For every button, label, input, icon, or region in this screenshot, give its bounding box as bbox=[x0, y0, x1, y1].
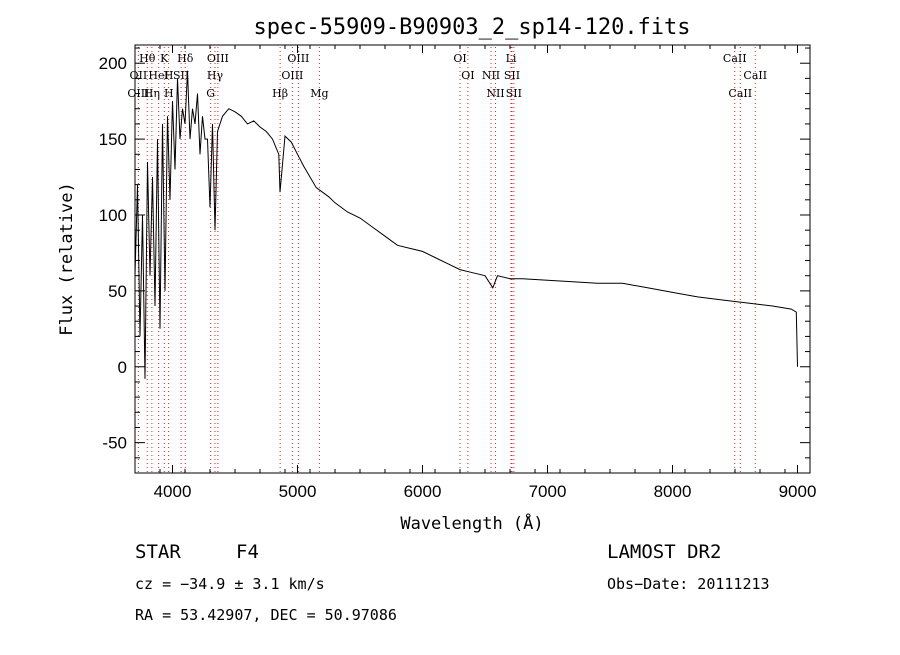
x-tick-label: 4000 bbox=[154, 482, 192, 501]
chart-title: spec-55909-B90903_2_sp14-120.fits bbox=[253, 15, 690, 40]
x-tick-label: 7000 bbox=[529, 482, 567, 501]
spectral-line-label: H bbox=[164, 87, 174, 100]
spectral-line-label: OI bbox=[461, 69, 474, 82]
spectral-line-label: OIII bbox=[281, 69, 303, 82]
y-tick-label: -50 bbox=[102, 434, 127, 453]
spectral-line-label: Hγ bbox=[207, 69, 224, 82]
y-tick-label: 150 bbox=[99, 130, 127, 149]
spectral-line-label: OIII bbox=[287, 52, 309, 65]
plot-frame bbox=[134, 44, 811, 474]
spectral-line-label: NII bbox=[486, 87, 504, 100]
x-axis-ticks: 4000 5000 6000 7000 8000 9000 bbox=[134, 45, 817, 501]
y-tick-label: 50 bbox=[108, 282, 127, 301]
spectral-line-label: OI bbox=[453, 52, 466, 65]
spectral-line-label: SII bbox=[504, 69, 520, 82]
x-tick-label: 6000 bbox=[404, 482, 442, 501]
x-tick-label: 5000 bbox=[279, 482, 317, 501]
y-tick-label: 100 bbox=[99, 206, 127, 225]
object-subclass: F4 bbox=[236, 541, 259, 563]
spectral-line-label: Li bbox=[506, 52, 517, 65]
spectral-line-label: CaII bbox=[728, 87, 752, 100]
y-axis-ticks: -50 0 50 100 150 200 bbox=[99, 47, 810, 459]
spectral-line-label: H bbox=[164, 69, 174, 82]
spectral-line-label: K bbox=[160, 52, 169, 65]
spectral-line-label: OII bbox=[130, 69, 148, 82]
spectral-line-label: CaII bbox=[743, 69, 767, 82]
spectral-line-label: Mg bbox=[310, 87, 328, 100]
spectral-line-label: Hβ bbox=[272, 87, 288, 100]
spectral-line-markers bbox=[137, 47, 756, 473]
object-class: STAR bbox=[135, 541, 181, 563]
ra-dec: RA = 53.42907, DEC = 50.97086 bbox=[135, 606, 397, 624]
spectral-line-label: Hδ bbox=[177, 52, 194, 65]
spectrum-line bbox=[134, 70, 798, 379]
spectral-line-label: NII bbox=[482, 69, 500, 82]
spectral-line-label: CaII bbox=[723, 52, 747, 65]
obs-date: Obs−Date: 20111213 bbox=[607, 575, 770, 593]
spectral-line-label: G bbox=[206, 87, 215, 100]
redshift-cz: cz = −34.9 ± 3.1 km/s bbox=[135, 575, 325, 593]
spectral-line-label: Hη bbox=[144, 87, 160, 100]
spectral-line-label: SII bbox=[506, 87, 522, 100]
y-tick-label: 0 bbox=[118, 358, 127, 377]
spectral-line-label: HeI bbox=[148, 69, 168, 82]
survey-name: LAMOST DR2 bbox=[607, 541, 721, 563]
x-tick-label: 9000 bbox=[779, 482, 817, 501]
x-tick-label: 8000 bbox=[654, 482, 692, 501]
y-tick-label: 200 bbox=[99, 54, 127, 73]
spectral-line-label: OIII bbox=[207, 52, 229, 65]
spectral-line-label: Hθ bbox=[139, 52, 156, 65]
x-axis-label: Wavelength (Å) bbox=[400, 512, 543, 534]
y-axis-label: Flux (relative) bbox=[57, 182, 77, 336]
